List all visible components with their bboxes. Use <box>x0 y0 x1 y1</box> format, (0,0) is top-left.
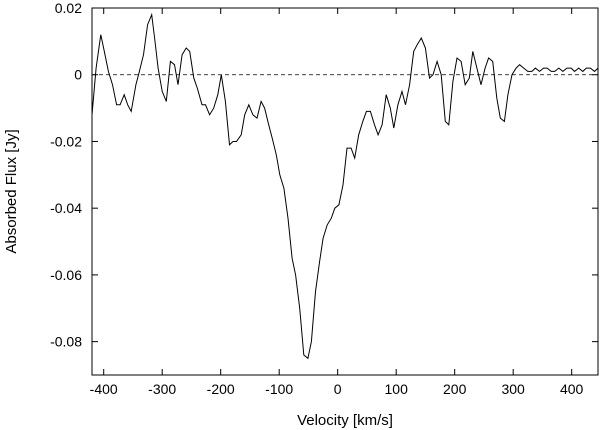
x-tick-label: -100 <box>265 381 293 397</box>
x-tick-label: -300 <box>148 381 176 397</box>
y-tick-label: -0.08 <box>50 334 82 350</box>
y-tick-label: -0.04 <box>50 200 82 216</box>
x-axis-label: Velocity [km/s] <box>297 412 393 429</box>
y-axis-label: Absorbed Flux [Jy] <box>3 129 20 253</box>
y-tick-label: -0.06 <box>50 267 82 283</box>
tick-labels: -400 -300 -200 -100 0 100 200 300 400 0.02 0 -0.02 -… <box>50 0 583 397</box>
y-tick-label: 0.02 <box>55 0 82 16</box>
x-tick-label: -200 <box>207 381 235 397</box>
x-tick-label: 400 <box>560 381 584 397</box>
x-tick-label: 200 <box>443 381 467 397</box>
x-tick-label: -400 <box>90 381 118 397</box>
x-tick-label: 100 <box>385 381 409 397</box>
x-tick-label: 0 <box>334 381 342 397</box>
x-tick-label: 300 <box>501 381 525 397</box>
plot-frame <box>91 7 599 376</box>
y-tick-label: -0.02 <box>50 133 82 149</box>
y-tick-label: 0 <box>74 67 82 83</box>
series-line <box>91 12 599 360</box>
axis-ticks <box>92 7 598 375</box>
